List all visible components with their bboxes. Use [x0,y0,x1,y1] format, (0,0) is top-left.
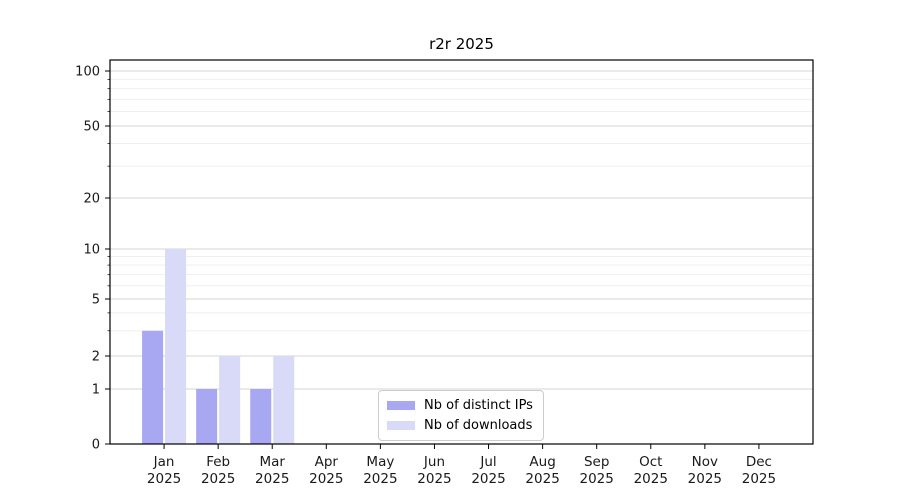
bar-distinct-ips-feb [196,389,218,444]
x-tick-label-month: Aug [529,454,555,470]
y-tick-label: 20 [83,192,100,207]
x-tick-label-year: 2025 [363,471,397,487]
y-tick-label: 2 [92,350,100,365]
bar-downloads-mar [273,356,295,444]
x-tick-label-month: Jun [423,454,445,470]
bar-distinct-ips-jan [142,330,164,444]
y-tick-label: 1 [92,383,100,398]
x-tick-label-month: Apr [315,454,339,470]
x-tick-label-year: 2025 [417,471,451,487]
x-tick-label-month: Jan [153,454,175,470]
plot-border [109,59,814,445]
x-tick-label-year: 2025 [688,471,722,487]
bar-downloads-feb [219,356,241,444]
x-tick-label-year: 2025 [255,471,289,487]
y-tick-label: 0 [92,438,100,453]
legend-label-downloads: Nb of downloads [424,418,533,433]
x-tick-label-month: Nov [692,454,718,470]
x-tick-label-year: 2025 [742,471,776,487]
y-tick-label: 10 [83,243,100,258]
x-tick-label-month: Mar [259,454,285,470]
x-tick-label-year: 2025 [471,471,505,487]
chart-title: r2r 2025 [429,35,494,53]
x-tick-label-year: 2025 [525,471,559,487]
bar-downloads-jan [165,249,187,444]
x-tick-label-year: 2025 [309,471,343,487]
x-tick-label-month: Feb [206,454,230,470]
x-tick-label-year: 2025 [147,471,181,487]
x-tick-label-year: 2025 [201,471,235,487]
legend-label-distinct-ips: Nb of distinct IPs [424,398,533,413]
x-tick-label-month: Jul [479,454,496,470]
x-tick-label-month: Dec [746,454,772,470]
x-tick-label-year: 2025 [580,471,614,487]
legend: Nb of distinct IPs Nb of downloads [378,390,544,441]
legend-item-downloads: Nb of downloads [387,418,533,433]
legend-item-distinct-ips: Nb of distinct IPs [387,398,533,413]
x-tick-label-year: 2025 [634,471,668,487]
legend-swatch-downloads [387,421,415,430]
y-tick-label: 50 [83,120,100,135]
y-tick-label: 5 [92,293,100,308]
legend-swatch-distinct-ips [387,401,415,410]
y-tick-label: 100 [75,65,100,80]
x-tick-label-month: Sep [584,454,609,470]
bar-distinct-ips-mar [250,389,272,444]
x-tick-label-month: May [366,454,394,470]
x-tick-label-month: Oct [639,454,662,470]
